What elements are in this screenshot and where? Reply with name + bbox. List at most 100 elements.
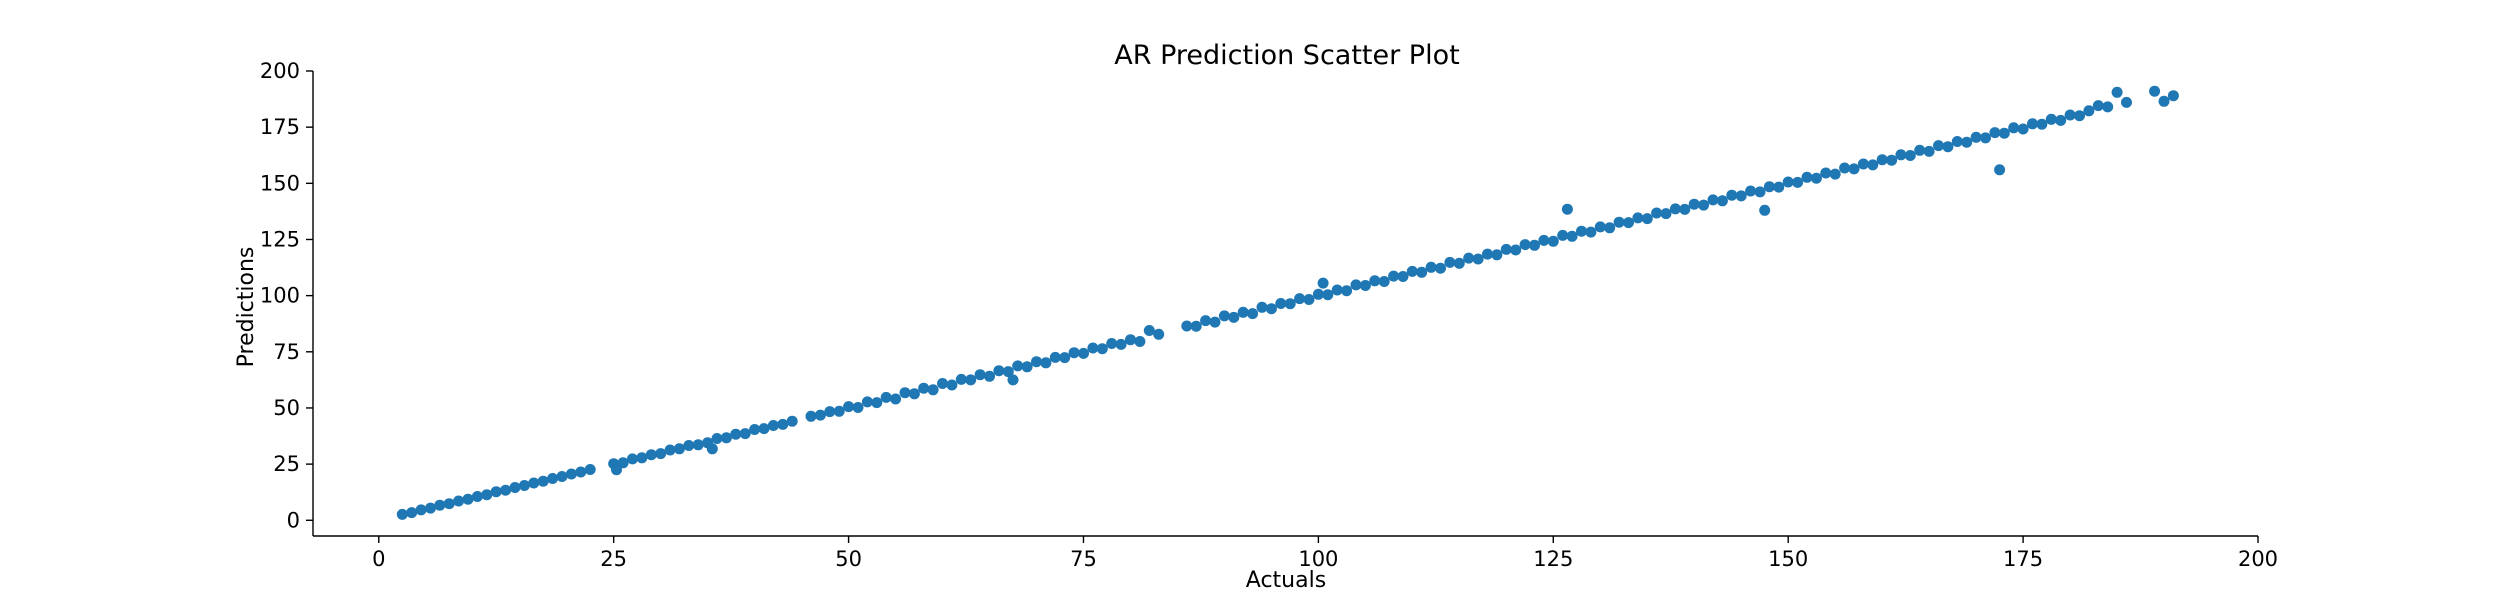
data-point bbox=[1782, 176, 1794, 188]
data-point bbox=[1839, 162, 1851, 174]
data-point bbox=[627, 453, 638, 465]
data-point bbox=[1275, 298, 1287, 309]
data-point bbox=[490, 486, 502, 498]
data-point bbox=[720, 432, 732, 444]
data-point bbox=[537, 475, 549, 487]
data-point bbox=[1801, 171, 1813, 183]
data-point bbox=[2055, 114, 2067, 126]
data-point bbox=[1078, 347, 1089, 359]
data-point bbox=[1068, 347, 1080, 359]
data-point bbox=[396, 508, 408, 520]
y-tick-label: 125 bbox=[260, 227, 300, 251]
data-point bbox=[1444, 256, 1456, 268]
data-point bbox=[1369, 275, 1381, 287]
data-point bbox=[673, 443, 685, 455]
data-point bbox=[528, 477, 540, 489]
data-point bbox=[2045, 113, 2057, 125]
data-point bbox=[1726, 189, 1738, 201]
data-point bbox=[1115, 338, 1127, 350]
data-point bbox=[833, 405, 845, 417]
data-point bbox=[1632, 212, 1644, 224]
data-point bbox=[1482, 248, 1493, 260]
data-point bbox=[2083, 105, 2095, 117]
data-point bbox=[1961, 136, 1973, 148]
data-point bbox=[843, 401, 855, 413]
x-tick-label: 25 bbox=[600, 547, 627, 571]
data-point bbox=[777, 418, 789, 430]
data-point bbox=[2008, 122, 2020, 134]
data-point bbox=[890, 393, 902, 405]
y-axis-ticks: 0 25 50 75 100 125 150 175 200 bbox=[260, 59, 313, 532]
data-point bbox=[1228, 311, 1240, 323]
data-point bbox=[1256, 301, 1268, 313]
data-point bbox=[730, 428, 742, 440]
data-point bbox=[1125, 334, 1136, 346]
data-point bbox=[692, 439, 704, 451]
data-point bbox=[1012, 360, 1024, 372]
data-point bbox=[1538, 234, 1550, 246]
data-point bbox=[1472, 253, 1484, 265]
data-point bbox=[1317, 277, 1329, 289]
data-point bbox=[1886, 154, 1898, 166]
data-point bbox=[617, 457, 629, 469]
data-point bbox=[1049, 351, 1061, 363]
data-point bbox=[711, 433, 723, 444]
data-point bbox=[739, 428, 751, 440]
data-point bbox=[683, 440, 695, 451]
data-point bbox=[1923, 145, 1935, 157]
x-tick-label: 150 bbox=[1768, 547, 1808, 571]
data-point bbox=[927, 384, 939, 396]
x-tick-label: 0 bbox=[372, 547, 385, 571]
data-point bbox=[1341, 285, 1353, 297]
data-point bbox=[2158, 95, 2170, 107]
data-point bbox=[2102, 101, 2114, 113]
y-axis-label: Predictions bbox=[234, 247, 259, 368]
data-point bbox=[1500, 243, 1512, 255]
data-point bbox=[1218, 310, 1230, 322]
data-point bbox=[1059, 352, 1071, 364]
data-point bbox=[899, 387, 911, 399]
data-point bbox=[1707, 194, 1719, 206]
data-point bbox=[749, 424, 761, 435]
y-tick-label: 25 bbox=[273, 452, 300, 476]
data-point bbox=[974, 369, 986, 381]
data-points bbox=[396, 85, 2179, 520]
data-point bbox=[1876, 154, 1888, 166]
data-point bbox=[1735, 190, 1747, 202]
data-point bbox=[1312, 288, 1324, 300]
data-point bbox=[565, 468, 577, 480]
data-point bbox=[1237, 306, 1249, 318]
data-point bbox=[1857, 158, 1869, 170]
data-point bbox=[655, 448, 667, 460]
data-point bbox=[805, 410, 817, 422]
data-point bbox=[584, 464, 596, 475]
data-point bbox=[1002, 366, 1014, 378]
data-point bbox=[1322, 289, 1334, 301]
data-point bbox=[1435, 262, 1446, 274]
data-point bbox=[1031, 356, 1042, 368]
data-point bbox=[471, 491, 483, 502]
data-point bbox=[1143, 325, 1155, 336]
data-point bbox=[1994, 164, 2006, 176]
data-point bbox=[509, 482, 521, 493]
x-tick-label: 200 bbox=[2238, 547, 2278, 571]
data-point bbox=[1895, 149, 1907, 161]
data-point bbox=[2092, 100, 2104, 112]
data-point bbox=[1980, 132, 1991, 144]
data-point bbox=[955, 373, 967, 385]
data-point bbox=[443, 498, 455, 510]
data-point bbox=[767, 420, 779, 431]
data-point bbox=[415, 504, 427, 516]
data-point bbox=[1294, 293, 1306, 305]
y-tick-label: 0 bbox=[287, 508, 300, 532]
data-point bbox=[965, 374, 977, 386]
data-point bbox=[453, 495, 465, 507]
data-point bbox=[1576, 225, 1587, 237]
data-point bbox=[2017, 123, 2029, 135]
data-point bbox=[1989, 127, 2001, 139]
data-point bbox=[1425, 261, 1437, 273]
data-point bbox=[1388, 270, 1400, 282]
data-point bbox=[758, 423, 770, 435]
data-point bbox=[1641, 213, 1653, 225]
data-point bbox=[861, 396, 873, 408]
